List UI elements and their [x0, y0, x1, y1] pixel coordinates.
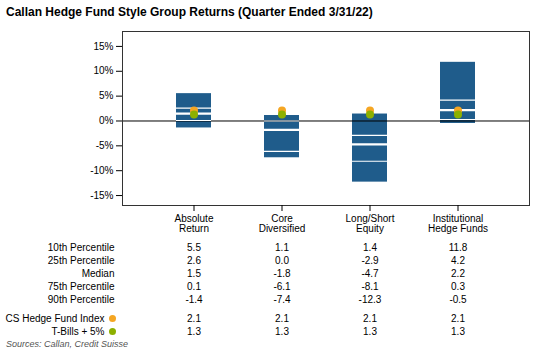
svg-text:-15%: -15% [90, 190, 113, 201]
svg-text:1.3: 1.3 [451, 326, 465, 337]
svg-text:15%: 15% [93, 41, 113, 52]
svg-text:0%: 0% [99, 115, 114, 126]
svg-text:1.5: 1.5 [187, 268, 201, 279]
svg-text:1.3: 1.3 [363, 326, 377, 337]
svg-text:1.3: 1.3 [187, 326, 201, 337]
svg-text:-4.7: -4.7 [361, 268, 379, 279]
svg-text:2.1: 2.1 [187, 313, 201, 324]
svg-text:75th Percentile: 75th Percentile [48, 281, 115, 292]
svg-text:-1.8: -1.8 [273, 268, 291, 279]
svg-text:AbsoluteReturn: AbsoluteReturn [175, 213, 214, 234]
svg-text:CoreDiversified: CoreDiversified [259, 213, 306, 234]
svg-text:CS Hedge Fund Index: CS Hedge Fund Index [6, 313, 105, 324]
svg-text:-0.5: -0.5 [449, 294, 467, 305]
svg-text:5%: 5% [99, 90, 114, 101]
svg-text:2.1: 2.1 [275, 313, 289, 324]
svg-text:-6.1: -6.1 [273, 281, 291, 292]
svg-text:-1.4: -1.4 [185, 294, 203, 305]
svg-text:25th Percentile: 25th Percentile [48, 255, 115, 266]
svg-text:-8.1: -8.1 [361, 281, 379, 292]
svg-text:11.8: 11.8 [449, 242, 468, 253]
svg-text:InstitutionalHedge Funds: InstitutionalHedge Funds [428, 213, 488, 234]
svg-text:0.0: 0.0 [275, 255, 289, 266]
svg-text:5.5: 5.5 [187, 242, 201, 253]
svg-text:4.2: 4.2 [451, 255, 465, 266]
svg-text:90th Percentile: 90th Percentile [48, 294, 115, 305]
svg-text:0.1: 0.1 [187, 281, 201, 292]
svg-text:2.6: 2.6 [187, 255, 201, 266]
svg-text:-7.4: -7.4 [273, 294, 291, 305]
svg-text:-12.3: -12.3 [359, 294, 382, 305]
svg-text:0.3: 0.3 [451, 281, 465, 292]
svg-text:1.1: 1.1 [275, 242, 289, 253]
svg-text:2.2: 2.2 [451, 268, 465, 279]
svg-text:T-Bills + 5%: T-Bills + 5% [51, 326, 104, 337]
svg-text:1.3: 1.3 [275, 326, 289, 337]
svg-text:-2.9: -2.9 [361, 255, 379, 266]
html-text:Sources: Callan, Credit Suisse: Sources: Callan, Credit Suisse [6, 339, 129, 349]
svg-text:Long/ShortEquity: Long/ShortEquity [346, 213, 395, 234]
svg-text:1.4: 1.4 [363, 242, 377, 253]
svg-text:2.1: 2.1 [363, 313, 377, 324]
svg-text:-10%: -10% [90, 165, 113, 176]
svg-text:-5%: -5% [96, 140, 114, 151]
svg-text:10%: 10% [93, 65, 113, 76]
html-text:Callan Hedge Fund Style Group: Callan Hedge Fund Style Group Returns (Q… [6, 5, 373, 19]
svg-text:Median: Median [82, 268, 115, 279]
svg-text:10th Percentile: 10th Percentile [48, 242, 115, 253]
svg-text:2.1: 2.1 [451, 313, 465, 324]
